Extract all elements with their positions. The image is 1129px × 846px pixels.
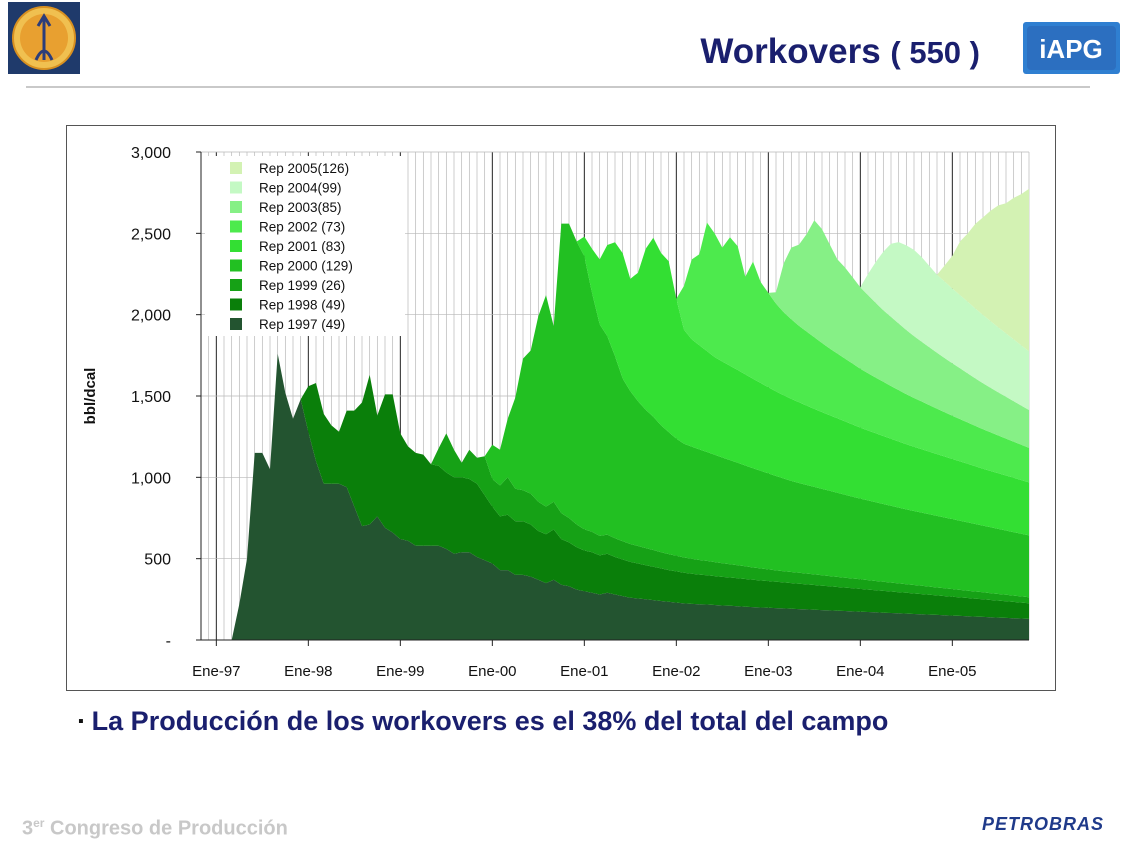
area-series-4 [484, 223, 1029, 598]
iapg-logo: iAPG [1023, 22, 1120, 74]
legend-swatch [230, 162, 242, 174]
bullet-text: La Producción de los workovers es el 38%… [91, 706, 889, 736]
area-series-7 [753, 220, 1029, 448]
legend-swatch [230, 298, 242, 311]
y-tick-label: 500 [144, 552, 171, 569]
legend-swatch [230, 220, 242, 233]
area-series-6 [661, 222, 1029, 483]
legend-label: Rep 1997 (49) [259, 317, 345, 332]
legend-swatch [230, 259, 242, 272]
x-tick-label: Ene-05 [928, 663, 976, 680]
legend-label: Rep 2004(99) [259, 181, 342, 196]
area-series-3 [431, 433, 1029, 604]
chart-frame: - 500 1,000 1,500 2,000 2,500 3,000 Ene-97 Ene-9… [66, 125, 1056, 691]
area-series-5 [569, 223, 1029, 536]
legend-label: Rep 2002 (73) [259, 220, 345, 235]
x-tick-label: Ene-98 [284, 663, 332, 680]
footer-sup: er [33, 816, 45, 830]
title-count: ( 550 ) [890, 35, 980, 70]
y-tick-label: 2,500 [131, 226, 171, 243]
workovers-area-chart: - 500 1,000 1,500 2,000 2,500 3,000 Ene-97 Ene-9… [82, 145, 1030, 680]
footer-rest: Congreso de Producción [44, 817, 288, 840]
y-axis-label: bbl/dcal [82, 368, 99, 425]
x-tick-label: Ene-00 [468, 663, 516, 680]
x-tick-label: Ene-99 [376, 663, 424, 680]
chart-axes: - 500 1,000 1,500 2,000 2,500 3,000 Ene-97 Ene-9… [82, 145, 1029, 680]
event-name: 3er Congreso de Producción [22, 816, 288, 841]
legend-swatch [230, 181, 242, 194]
x-tick-label: Ene-04 [836, 663, 884, 680]
petrobras-logo: PETROBRAS [982, 814, 1105, 834]
logo-right-text: iAPG [1039, 34, 1103, 64]
bullet-marker: ▪ [78, 713, 84, 730]
chart-areas [231, 188, 1029, 640]
area-series-8 [845, 242, 1029, 410]
title-main: Workovers [700, 32, 881, 71]
y-tick-label: 3,000 [131, 145, 171, 162]
legend-swatch [230, 240, 242, 252]
slide-title: Workovers ( 550 ) [560, 32, 980, 72]
legend-label: Rep 2003(85) [259, 200, 342, 215]
header-divider [26, 86, 1090, 88]
legend-label: Rep 2000 (129) [259, 259, 353, 274]
footer-prefix: 3 [22, 817, 34, 840]
legend-label: Rep 2005(126) [259, 161, 349, 176]
area-series-9 [929, 188, 1029, 352]
legend-label: Rep 1998 (49) [259, 298, 345, 313]
conclusion-bullet: ▪ La Producción de los workovers es el 38… [78, 706, 888, 737]
chart-legend: Rep 2005(126) Rep 2004(99) Rep 2003(85) Rep… [205, 156, 405, 336]
legend-swatch [230, 201, 242, 213]
y-tick-label: 1,500 [131, 389, 171, 406]
y-tick-label: 1,000 [131, 470, 171, 487]
x-tick-label: Ene-97 [192, 663, 240, 680]
legend-swatch [230, 279, 242, 291]
y-tick-label: - [166, 633, 171, 650]
area-series-2 [293, 374, 1029, 619]
x-tick-label: Ene-01 [560, 663, 608, 680]
legend-swatch [230, 318, 242, 330]
x-tick-label: Ene-02 [652, 663, 700, 680]
y-tick-label: 2,000 [131, 308, 171, 325]
area-series-1 [231, 353, 1029, 640]
x-tick-label: Ene-03 [744, 663, 792, 680]
legend-label: Rep 1999 (26) [259, 278, 345, 293]
legend-label: Rep 2001 (83) [259, 239, 345, 254]
congress-logo [8, 2, 80, 74]
